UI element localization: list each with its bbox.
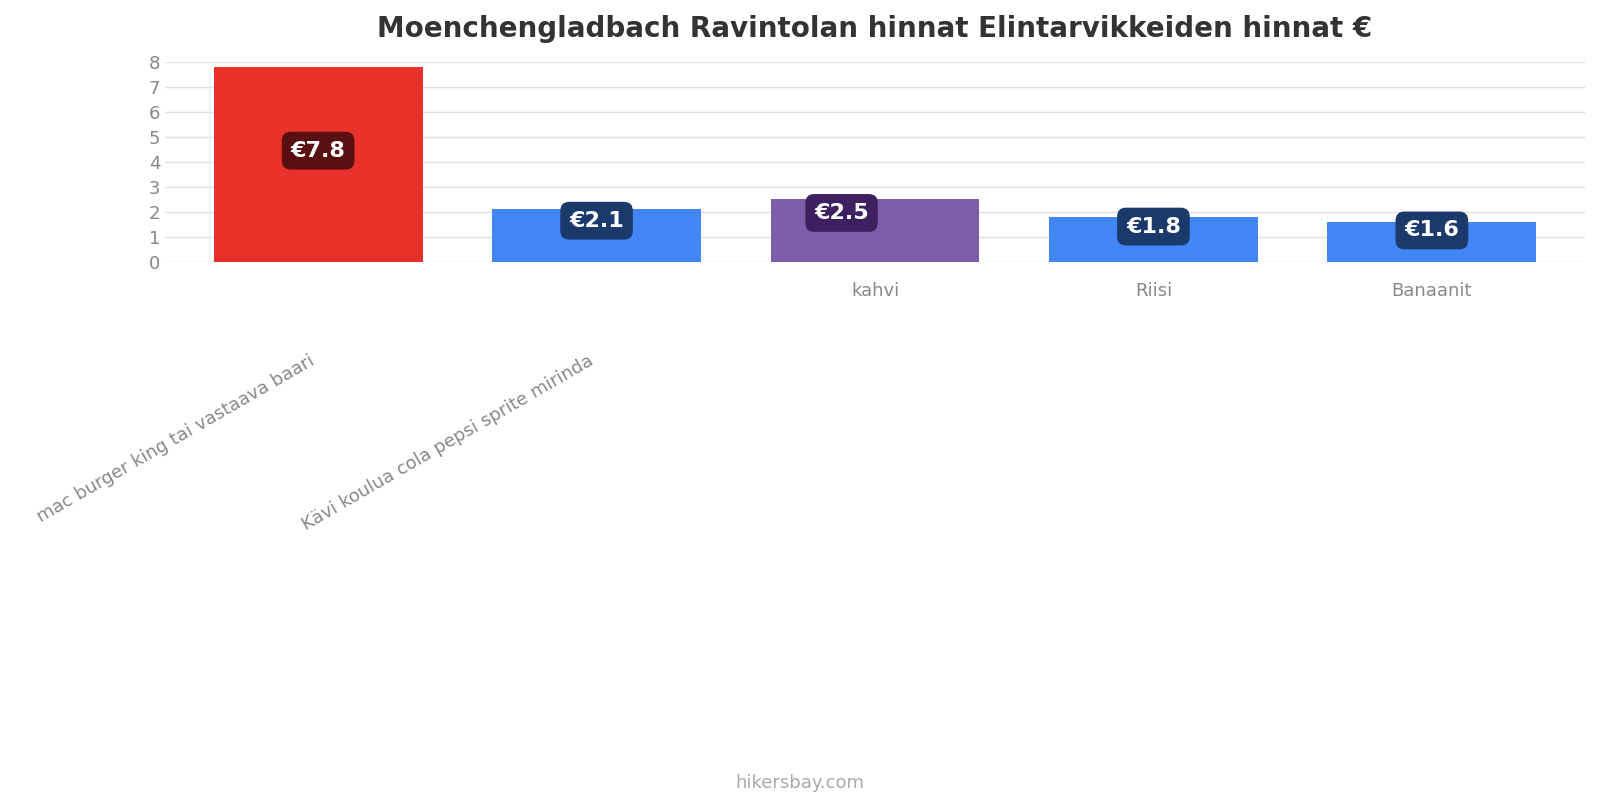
Bar <box>1328 222 1536 262</box>
Text: Banaanit: Banaanit <box>1392 282 1472 299</box>
Bar <box>214 67 422 262</box>
Text: €1.6: €1.6 <box>1405 221 1459 241</box>
Text: €2.1: €2.1 <box>570 210 624 230</box>
Text: €7.8: €7.8 <box>291 141 346 161</box>
Bar <box>1050 217 1258 262</box>
Bar <box>493 209 701 262</box>
Text: €2.5: €2.5 <box>814 203 869 223</box>
Text: Kävi koulua cola pepsi sprite mirinda: Kävi koulua cola pepsi sprite mirinda <box>299 351 597 534</box>
Text: Riisi: Riisi <box>1134 282 1173 299</box>
Text: hikersbay.com: hikersbay.com <box>736 774 864 792</box>
Text: kahvi: kahvi <box>851 282 899 299</box>
Bar <box>771 199 979 262</box>
Text: mac burger king tai vastaava baari: mac burger king tai vastaava baari <box>35 351 318 526</box>
Text: €1.8: €1.8 <box>1126 217 1181 237</box>
Title: Moenchengladbach Ravintolan hinnat Elintarvikkeiden hinnat €: Moenchengladbach Ravintolan hinnat Elint… <box>378 15 1373 43</box>
